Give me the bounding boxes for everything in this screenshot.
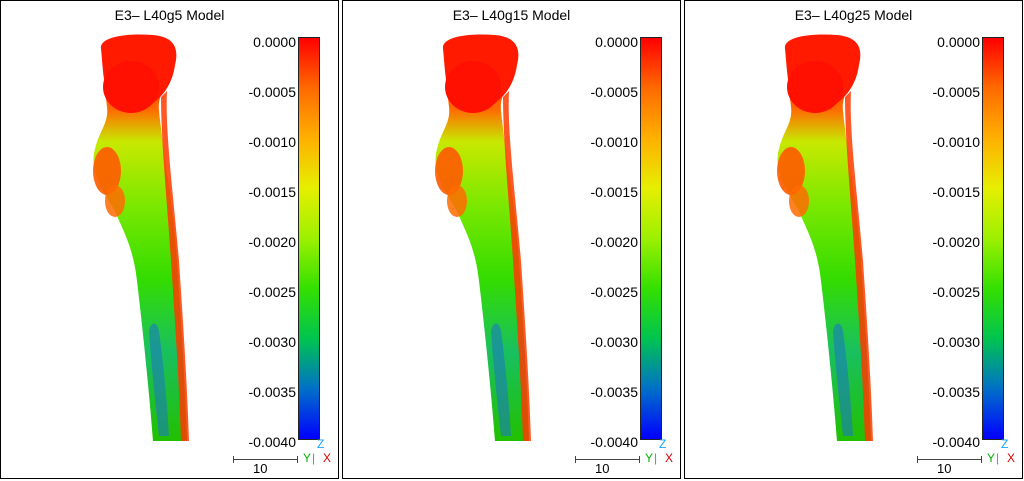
- colorbar-tick-label: -0.0020: [590, 234, 638, 250]
- axis-y-label: Y: [645, 451, 654, 465]
- bone-edge: [161, 91, 189, 441]
- colorbar-tick-label: -0.0035: [590, 384, 638, 400]
- colorbar-tick-label: -0.0025: [932, 284, 980, 300]
- colorbar-tick-label: -0.0005: [590, 84, 638, 100]
- colorbar-tick-label: -0.0005: [932, 84, 980, 100]
- colorbar-tick-label: -0.0020: [932, 234, 980, 250]
- bone-bulge-lower: [447, 185, 467, 217]
- bone-contour-plot: [93, 34, 189, 442]
- colorbar-tick-label: 0.0000: [937, 34, 980, 50]
- axis-z-label: Z: [317, 437, 325, 451]
- axis-z-label: Z: [1001, 437, 1009, 451]
- bone-head-socket: [445, 61, 501, 113]
- axis-z-label: Z: [659, 437, 667, 451]
- bone-edge: [845, 91, 873, 441]
- axis-x-label: X: [1007, 451, 1016, 465]
- colorbar-tick-label: -0.0040: [248, 434, 296, 450]
- scale-bar: [233, 459, 297, 460]
- bone-shaft: [435, 36, 529, 442]
- axis-x-label: X: [665, 451, 674, 465]
- colorbar-tick-label: -0.0025: [590, 284, 638, 300]
- colorbar-tick-label: -0.0035: [932, 384, 980, 400]
- axis-separator: |: [996, 451, 1000, 465]
- bone-shaft: [777, 36, 871, 442]
- colorbar: [982, 37, 1004, 440]
- scale-bar-tick-left: [233, 456, 234, 463]
- colorbar-tick-label: -0.0010: [248, 134, 296, 150]
- colorbar-tick-label: -0.0030: [248, 334, 296, 350]
- colorbar-tick-label: -0.0015: [248, 184, 296, 200]
- bone-edge: [503, 91, 531, 441]
- scale-bar: [575, 459, 639, 460]
- panel-title: E3– L40g15 Model: [452, 7, 571, 23]
- scale-bar-tick-left: [917, 456, 918, 463]
- colorbar-tick-label: -0.0010: [932, 134, 980, 150]
- scale-bar: [917, 459, 981, 460]
- axis-separator: |: [312, 451, 316, 465]
- scale-bar-tick-left: [575, 456, 576, 463]
- colorbar: [640, 37, 662, 440]
- colorbar: [298, 37, 320, 440]
- colorbar-tick-label: -0.0020: [248, 234, 296, 250]
- axis-separator: |: [654, 451, 658, 465]
- scale-bar-label: 10: [937, 461, 952, 476]
- panel-title: E3– L40g25 Model: [794, 7, 913, 23]
- model-panel-2: E3– L40g15 Model Z Y | X 10 0.0000 -0.000…: [342, 0, 681, 479]
- model-panel-1: E3– L40g5 Model Z Y | X 10 0.0000 -0.0005…: [0, 0, 339, 479]
- bone-head-socket: [103, 61, 159, 113]
- colorbar-tick-label: -0.0005: [248, 84, 296, 100]
- colorbar-tick-label: 0.0000: [253, 34, 296, 50]
- scale-bar-label: 10: [595, 461, 610, 476]
- scale-bar-tick-right: [981, 456, 982, 463]
- colorbar-tick-label: -0.0010: [590, 134, 638, 150]
- scale-bar-tick-right: [297, 456, 298, 463]
- colorbar-tick-label: 0.0000: [595, 34, 638, 50]
- colorbar-tick-label: -0.0030: [590, 334, 638, 350]
- panel-title: E3– L40g5 Model: [114, 7, 225, 23]
- colorbar-tick-label: -0.0035: [248, 384, 296, 400]
- colorbar-tick-label: -0.0015: [590, 184, 638, 200]
- bone-contour-plot: [435, 34, 531, 442]
- axis-x-label: X: [323, 451, 332, 465]
- bone-head-socket: [787, 61, 843, 113]
- bone-bulge: [435, 147, 463, 195]
- scale-bar-tick-right: [639, 456, 640, 463]
- strain-band: [149, 323, 169, 436]
- strain-band: [833, 323, 853, 436]
- model-panel-3: E3– L40g25 Model Z Y | X 10 0.0000 -0.000…: [684, 0, 1023, 479]
- axis-y-label: Y: [303, 451, 312, 465]
- strain-band: [491, 323, 511, 436]
- bone-bulge: [93, 147, 121, 195]
- colorbar-tick-label: -0.0025: [248, 284, 296, 300]
- bone-bulge-lower: [105, 185, 125, 217]
- bone-contour-plot: [777, 34, 873, 442]
- bone-bulge: [777, 147, 805, 195]
- colorbar-tick-label: -0.0040: [590, 434, 638, 450]
- colorbar-tick-label: -0.0015: [932, 184, 980, 200]
- scale-bar-label: 10: [253, 461, 268, 476]
- colorbar-tick-label: -0.0040: [932, 434, 980, 450]
- colorbar-tick-label: -0.0030: [932, 334, 980, 350]
- bone-bulge-lower: [789, 185, 809, 217]
- bone-shaft: [93, 36, 187, 442]
- axis-y-label: Y: [987, 451, 996, 465]
